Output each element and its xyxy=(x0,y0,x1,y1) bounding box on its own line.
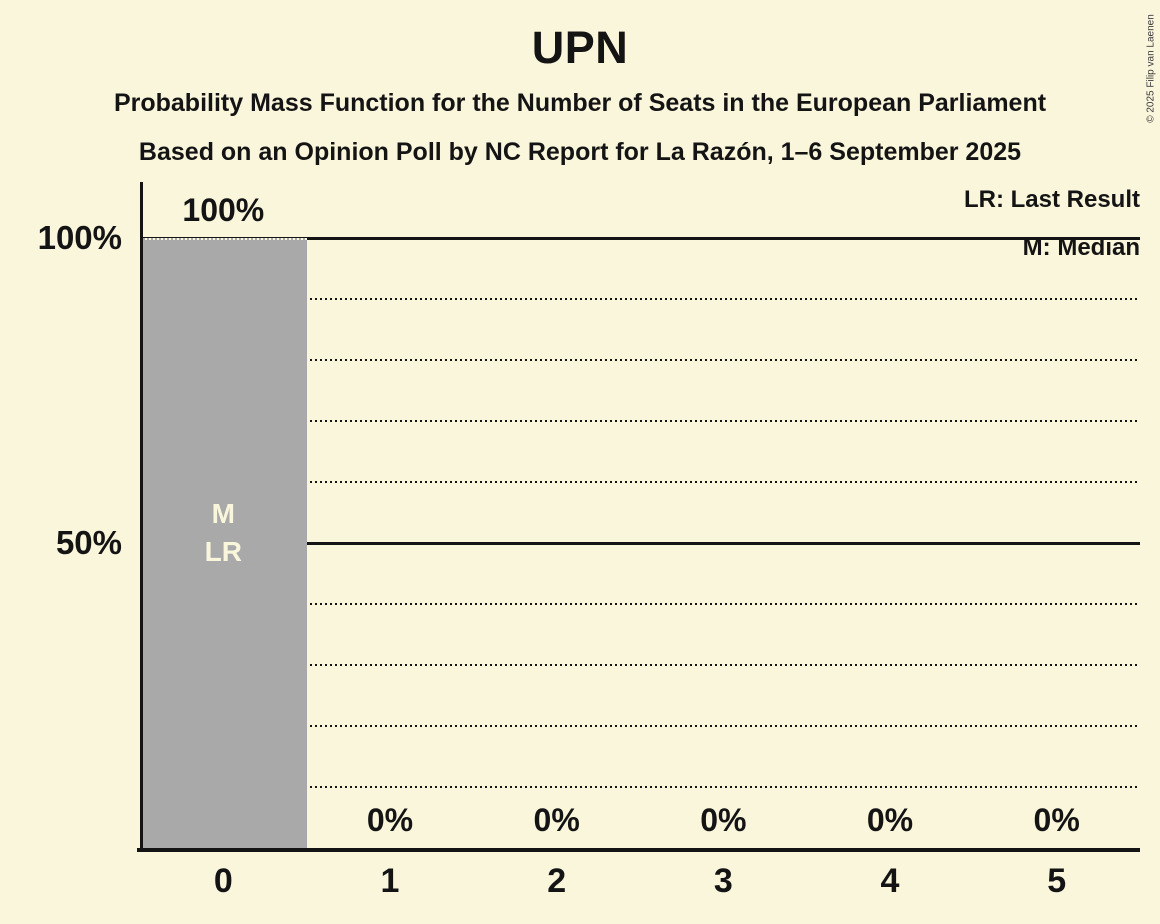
gridline-90 xyxy=(140,298,1140,300)
x-tick-label-1: 1 xyxy=(380,862,400,900)
chart-subtitle-line2: Based on an Opinion Poll by NC Report fo… xyxy=(138,138,1022,166)
gridline-50 xyxy=(140,541,1140,545)
legend-last-result: LR: Last Result xyxy=(963,186,1140,213)
x-axis-line xyxy=(137,848,1140,852)
bar-value-label-1: 0% xyxy=(366,802,414,838)
gridline-70 xyxy=(140,420,1140,422)
x-axis-tick-labels: 0 1 2 3 4 5 xyxy=(140,862,1140,906)
bar-slot-5: 0% xyxy=(973,182,1140,848)
plot-area: M LR 100% 0% 0% 0% 0% 0% xyxy=(137,182,1140,852)
gridline-30 xyxy=(140,664,1140,666)
bar-slot-1: 0% xyxy=(307,182,474,848)
gridline-40 xyxy=(140,603,1140,605)
bar-annotation-line: M xyxy=(211,498,235,530)
copyright-note: © 2025 Filip van Laenen xyxy=(1145,14,1157,123)
bar-annotation-0: M LR xyxy=(140,495,307,571)
gridline-80 xyxy=(140,359,1140,361)
gridline-10 xyxy=(140,786,1140,788)
gridline-20 xyxy=(140,725,1140,727)
gridline-60 xyxy=(140,481,1140,483)
bar-value-label-0: 100% xyxy=(182,192,265,228)
bar-annotation-line: LR xyxy=(204,536,242,568)
x-tick-label-2: 2 xyxy=(547,862,567,900)
bar-slot-3: 0% xyxy=(640,182,807,848)
bar-value-label-4: 0% xyxy=(866,802,914,838)
chart-subtitle-line1: Probability Mass Function for the Number… xyxy=(113,89,1047,117)
x-tick-label-3: 3 xyxy=(713,862,733,900)
chart-title: UPN xyxy=(531,22,629,73)
y-tick-label-50: 50% xyxy=(55,524,122,561)
x-tick-label-0: 0 xyxy=(213,862,233,900)
x-tick-label-4: 4 xyxy=(880,862,900,900)
bar-slot-4: 0% xyxy=(807,182,974,848)
y-axis-line xyxy=(140,182,143,852)
bar-slot-0: M LR 100% xyxy=(140,182,307,848)
bar-slot-2: 0% xyxy=(473,182,640,848)
y-tick-label-100: 100% xyxy=(37,219,122,256)
bar-0: M LR xyxy=(140,238,307,848)
gridline-100 xyxy=(140,236,1140,240)
bar-value-label-2: 0% xyxy=(533,802,580,838)
x-tick-label-5: 5 xyxy=(1047,862,1067,900)
bar-value-label-5: 0% xyxy=(1033,802,1080,838)
bar-value-label-3: 0% xyxy=(700,802,747,838)
legend-median: M: Median xyxy=(1022,234,1140,261)
